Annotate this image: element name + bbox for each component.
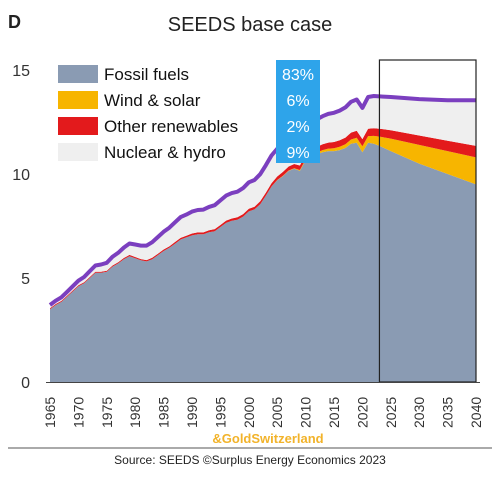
legend-fossil-fuels-label: Fossil fuels — [104, 65, 189, 84]
x-tick-label: 1990 — [184, 397, 200, 428]
x-tick-label: 2025 — [383, 397, 399, 428]
legend-other-renewables-swatch — [58, 117, 98, 135]
y-tick-label: 5 — [21, 271, 30, 288]
legend-fossil-fuels-swatch — [58, 65, 98, 83]
share-box — [276, 60, 320, 163]
y-tick-label: 0 — [21, 375, 30, 392]
watermark: &GoldSwitzerland — [212, 431, 324, 446]
legend-wind-solar-label: Wind & solar — [104, 91, 201, 110]
x-tick-label: 2010 — [298, 397, 314, 428]
panel-letter: D — [8, 12, 21, 32]
total-energy-line — [48, 94, 476, 307]
y-tick-label: 10 — [12, 167, 30, 184]
area-other-renewables — [50, 128, 476, 310]
legend-other-renewables-label: Other renewables — [104, 117, 238, 136]
x-tick-label: 2020 — [354, 397, 370, 428]
share-value: 2% — [286, 119, 309, 136]
source-note: Source: SEEDS ©Surplus Energy Economics … — [114, 453, 386, 467]
x-tick-label: 1995 — [212, 397, 228, 428]
x-tick-label: 2035 — [440, 397, 456, 428]
x-tick-label: 1985 — [156, 397, 172, 428]
axes: 0 5 10 15 1965 1970 1975 1980 1985 1990 1995 2000 20… — [8, 63, 492, 449]
x-tick-label: 1975 — [99, 397, 115, 428]
x-tick-label: 2000 — [241, 397, 257, 428]
x-tick-label: 2015 — [326, 397, 342, 428]
legend-nuclear-hydro-swatch — [58, 143, 98, 161]
area-layers — [48, 59, 477, 383]
chart-title: SEEDS base case — [167, 14, 333, 36]
area-nuclear-hydro — [50, 96, 476, 309]
x-tick-label: 1965 — [42, 397, 58, 428]
share-value: 9% — [286, 145, 309, 162]
legend-nuclear-hydro-label: Nuclear & hydro — [104, 143, 226, 162]
x-tick-label: 2005 — [269, 397, 285, 428]
x-tick-label: 2030 — [411, 397, 427, 428]
area-fossil-fuels — [50, 142, 476, 382]
x-tick-label: 2040 — [468, 397, 484, 428]
x-tick-label: 1970 — [70, 397, 86, 428]
y-tick-label: 15 — [12, 63, 30, 80]
area-wind-solar — [50, 135, 476, 310]
legend-wind-solar-swatch — [58, 91, 98, 109]
share-boxes: 83% 6% 2% 9% — [276, 60, 320, 163]
share-value: 6% — [286, 93, 309, 110]
share-value: 83% — [282, 67, 314, 84]
x-tick-label: 1980 — [127, 397, 143, 428]
legend: Fossil fuels Wind & solar Other renewables… — [58, 65, 238, 162]
